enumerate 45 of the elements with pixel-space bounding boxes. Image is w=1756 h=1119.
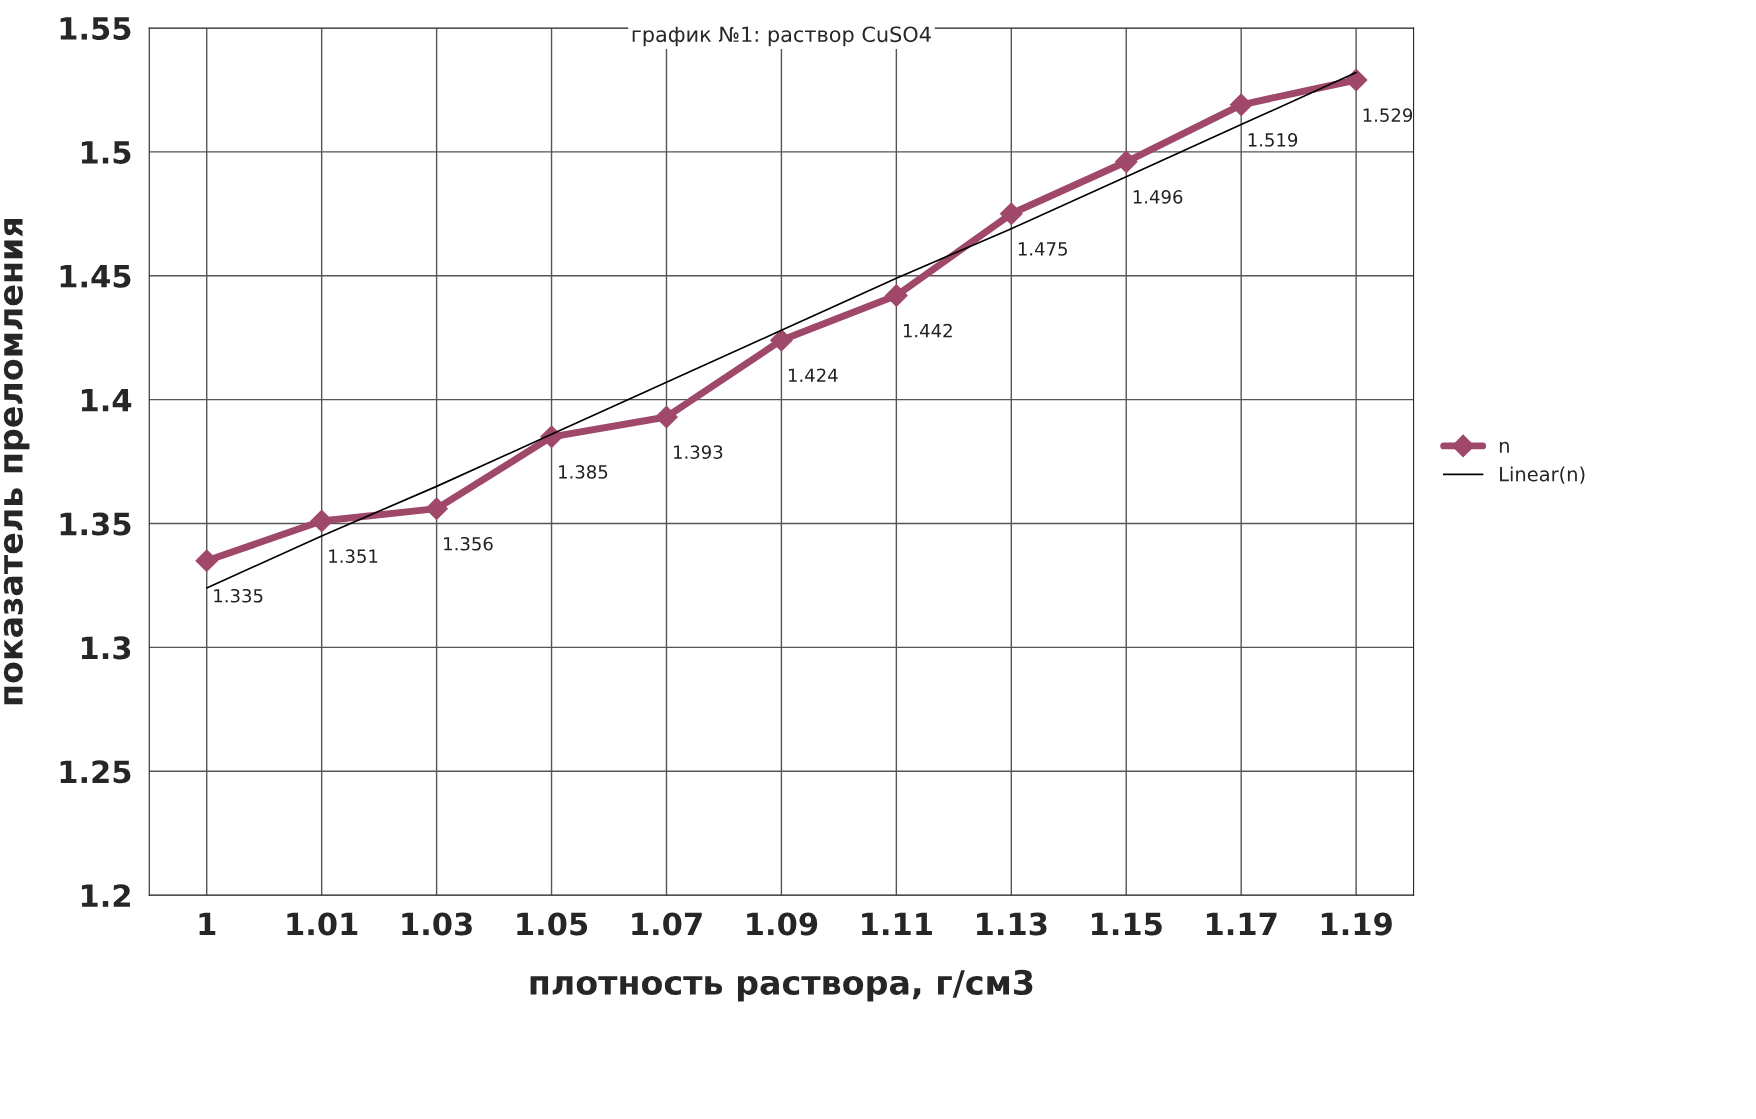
x-tick-label: 1.11 xyxy=(862,912,932,936)
x-tick-label: 1.13 xyxy=(977,912,1047,936)
x-tick-label: 1.03 xyxy=(402,912,472,936)
y-tick-label: 1.25 xyxy=(60,760,131,784)
x-axis-title: плотность раствора, г/см3 xyxy=(530,969,1033,1002)
y-tick-label: 1.35 xyxy=(60,512,131,536)
point xyxy=(999,202,1023,226)
x-tick-label: 1 xyxy=(199,912,216,936)
point xyxy=(770,328,793,352)
y-tick-label: 1.3 xyxy=(81,636,131,660)
point xyxy=(1229,93,1253,117)
data-label: 1.424 xyxy=(788,368,838,382)
y-axis-title: показатель преломления xyxy=(3,218,30,705)
x-tick-label: 1.01 xyxy=(287,912,358,936)
data-label: 1.393 xyxy=(674,445,723,459)
x-tick-label: 1.19 xyxy=(1321,912,1392,936)
data-label: 1.475 xyxy=(1018,242,1067,256)
point xyxy=(195,549,219,573)
y-tick-label: 1.55 xyxy=(60,17,131,41)
point xyxy=(1114,150,1138,174)
data-label: 1.519 xyxy=(1248,133,1298,147)
y-tick-label: 1.4 xyxy=(81,388,132,412)
y-tick-label: 1.5 xyxy=(81,141,131,164)
legend-label: n xyxy=(1499,441,1509,453)
chart-title: график №1: раствор CuSO4 xyxy=(632,26,931,47)
point xyxy=(310,509,333,533)
legend-label: Linear(n) xyxy=(1500,466,1585,484)
data-label: 1.496 xyxy=(1133,190,1183,204)
point xyxy=(655,405,678,429)
y-tick-label: 1.2 xyxy=(81,884,130,907)
point xyxy=(885,284,908,307)
data-label: 1.356 xyxy=(444,536,493,551)
data-label: 1.529 xyxy=(1363,108,1413,122)
data-label: 1.351 xyxy=(329,549,378,563)
x-tick-label: 1.07 xyxy=(632,912,702,936)
data-label: 1.385 xyxy=(559,465,608,479)
point xyxy=(1344,68,1368,92)
data-label: 1.442 xyxy=(903,323,952,338)
point xyxy=(425,497,448,520)
x-tick-label: 1.05 xyxy=(517,912,588,936)
data-label: 1.335 xyxy=(214,588,263,603)
y-tick-label: 1.45 xyxy=(60,265,131,288)
x-tick-label: 1.15 xyxy=(1091,912,1162,936)
x-tick-label: 1.09 xyxy=(747,912,818,936)
x-tick-label: 1.17 xyxy=(1206,912,1277,936)
